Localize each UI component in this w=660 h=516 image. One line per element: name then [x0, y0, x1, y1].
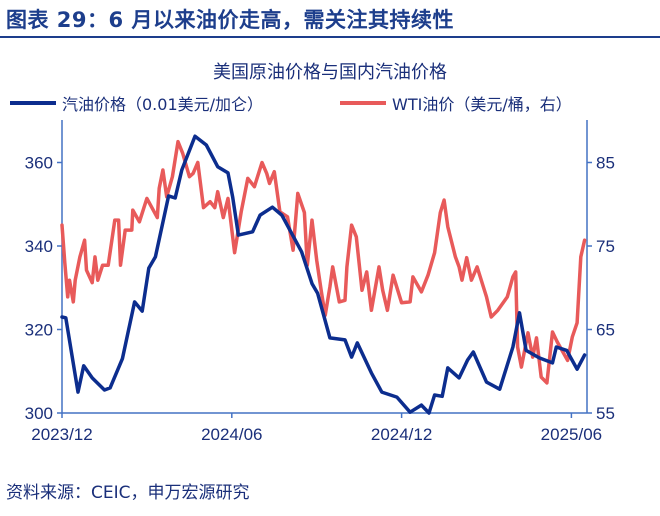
title-divider	[0, 36, 660, 38]
source-note: 资料来源：CEIC，申万宏源研究	[6, 483, 250, 503]
left-tick-label: 300	[25, 404, 53, 423]
left-tick-label: 360	[25, 154, 53, 173]
legend-label-wti: WTI油价（美元/桶，右）	[392, 95, 572, 114]
right-tick-label: 65	[596, 321, 615, 340]
legend-swatch-gasoline	[10, 101, 56, 105]
left-tick-label: 320	[25, 321, 53, 340]
x-tick-label: 2024/06	[201, 425, 262, 444]
legend-wti: WTI油价（美元/桶，右）	[340, 91, 572, 115]
x-tick-label: 2024/12	[371, 425, 432, 444]
x-tick-label: 2023/12	[31, 425, 92, 444]
right-tick-label: 55	[596, 404, 615, 423]
right-tick-label: 85	[596, 154, 615, 173]
series-line-gasoline	[60, 134, 587, 415]
series-line-wti	[60, 139, 587, 385]
chart-title: 美国原油价格与国内汽油价格	[213, 62, 447, 83]
legend-gasoline: 汽油价格（0.01美元/加仑）	[10, 91, 263, 115]
legend-swatch-wti	[340, 101, 386, 105]
legend-label-gasoline: 汽油价格（0.01美元/加仑）	[62, 95, 264, 114]
figure-title: 图表 29：6 月以来油价走高，需关注其持续性	[6, 8, 454, 32]
left-tick-label: 340	[25, 237, 53, 256]
right-tick-label: 75	[596, 237, 615, 256]
x-tick-label: 2025/06	[541, 425, 602, 444]
